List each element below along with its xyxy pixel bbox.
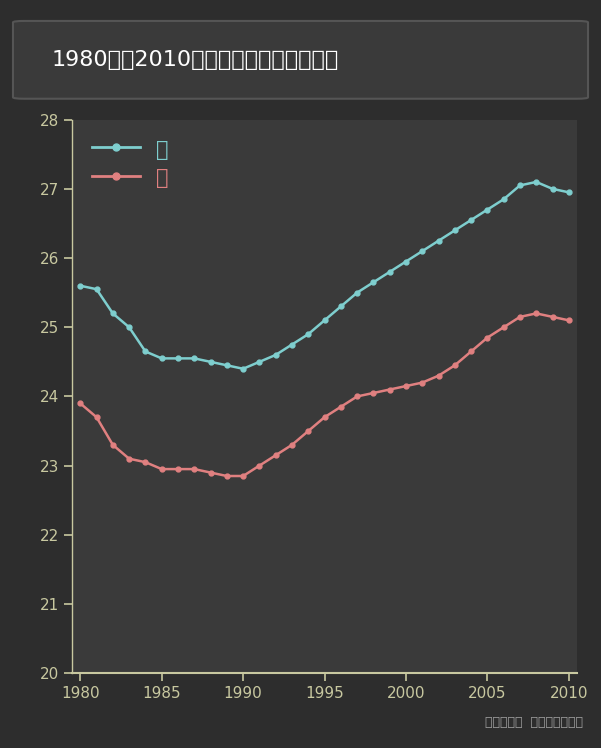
- 男: [549, 185, 556, 194]
- 女: [93, 413, 100, 422]
- 男: [256, 358, 263, 367]
- 女: [191, 465, 198, 473]
- 男: [174, 354, 182, 363]
- 女: [516, 313, 523, 322]
- 女: [305, 426, 312, 435]
- 男: [370, 278, 377, 286]
- 男: [109, 309, 117, 318]
- 女: [272, 451, 279, 460]
- 女: [451, 361, 459, 370]
- 女: [435, 371, 442, 380]
- 女: [158, 465, 165, 473]
- 男: [158, 354, 165, 363]
- 女: [370, 388, 377, 397]
- 男: [402, 257, 409, 266]
- 男: [353, 288, 361, 297]
- 男: [500, 194, 507, 203]
- 女: [337, 402, 344, 411]
- 女: [223, 471, 230, 480]
- 女: [240, 471, 247, 480]
- 男: [321, 316, 328, 325]
- 男: [142, 347, 149, 356]
- Line: 男: 男: [78, 180, 571, 371]
- Line: 女: 女: [78, 311, 571, 479]
- 女: [565, 316, 572, 325]
- 男: [223, 361, 230, 370]
- 女: [288, 441, 296, 450]
- FancyBboxPatch shape: [13, 21, 588, 99]
- 男: [516, 181, 523, 190]
- 女: [109, 441, 117, 450]
- 女: [484, 333, 491, 342]
- 男: [207, 358, 214, 367]
- 女: [419, 378, 426, 387]
- 女: [142, 458, 149, 467]
- Legend: 男, 女: 男, 女: [82, 129, 178, 197]
- 女: [386, 385, 393, 394]
- 男: [337, 302, 344, 311]
- 女: [321, 413, 328, 422]
- 女: [549, 313, 556, 322]
- 男: [565, 188, 572, 197]
- 女: [256, 462, 263, 470]
- 男: [484, 205, 491, 214]
- 男: [240, 364, 247, 373]
- 女: [402, 381, 409, 390]
- 女: [126, 454, 133, 463]
- 男: [532, 177, 540, 186]
- 男: [191, 354, 198, 363]
- 女: [77, 399, 84, 408]
- 女: [532, 309, 540, 318]
- 男: [386, 267, 393, 276]
- 男: [468, 215, 475, 224]
- 男: [288, 340, 296, 349]
- 男: [126, 323, 133, 332]
- Text: 1980年至2010年中国城市平均初婚年龄: 1980年至2010年中国城市平均初婚年龄: [52, 50, 339, 70]
- 女: [207, 468, 214, 477]
- 男: [77, 281, 84, 290]
- 女: [174, 465, 182, 473]
- Text: 数据来源：  中国国家统计局: 数据来源： 中国国家统计局: [485, 717, 583, 729]
- 女: [353, 392, 361, 401]
- 男: [305, 330, 312, 339]
- 男: [435, 236, 442, 245]
- 男: [451, 226, 459, 235]
- 女: [500, 323, 507, 332]
- 男: [419, 247, 426, 256]
- 男: [93, 285, 100, 294]
- 男: [272, 350, 279, 359]
- 女: [468, 347, 475, 356]
